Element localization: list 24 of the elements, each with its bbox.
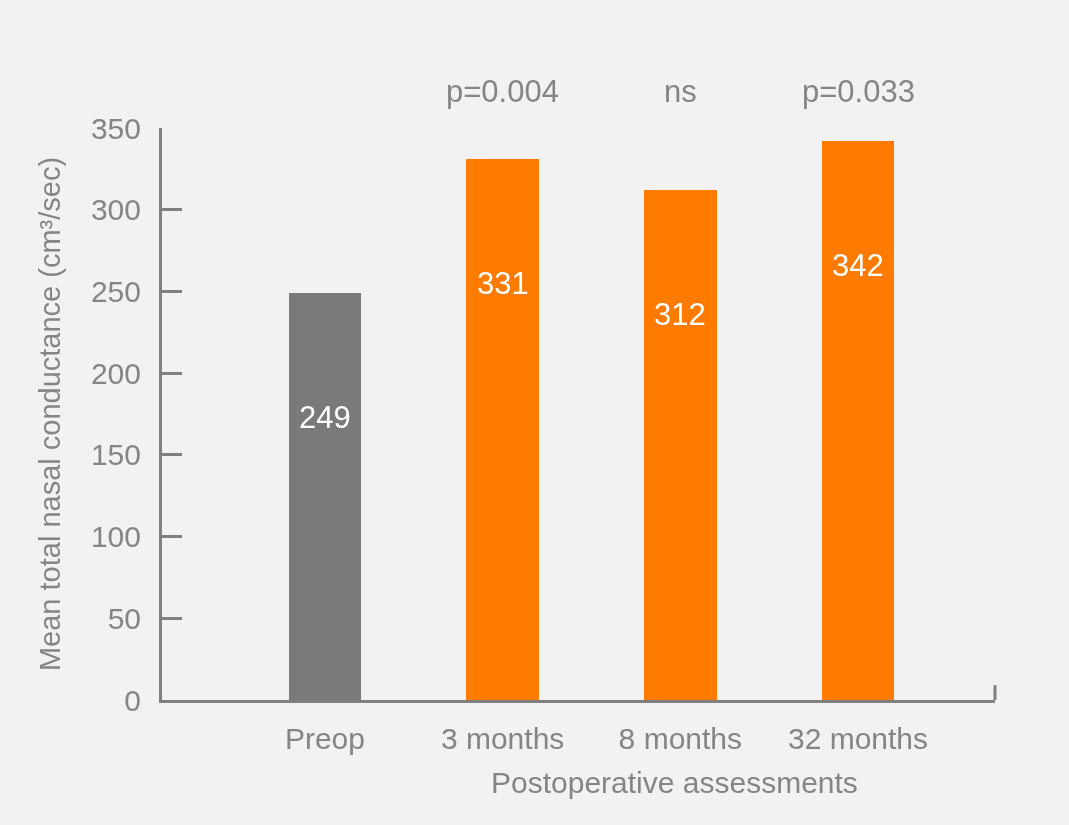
- data-label: 331: [477, 266, 529, 301]
- text: p=0.033: [802, 74, 915, 109]
- data-label: 342: [832, 248, 884, 283]
- x-tick-label: 3 months: [440, 722, 565, 755]
- x-tick-label: 32 months: [787, 722, 929, 755]
- y-tick-label: 200: [90, 356, 141, 390]
- y-tick-label: 150: [90, 438, 141, 472]
- text: ns: [664, 74, 697, 109]
- text: p=0.004: [446, 74, 559, 109]
- bar: [822, 141, 894, 700]
- bar: [644, 190, 717, 700]
- y-tick-label: 0: [124, 683, 141, 717]
- y-tick-label: 350: [90, 111, 141, 145]
- y-tick-label: 300: [90, 193, 141, 227]
- y-tick-label: 100: [90, 520, 141, 554]
- y-axis-title: Mean total nasal conductance (cm³/sec): [34, 156, 67, 672]
- data-label: 249: [299, 400, 351, 435]
- data-label: 312: [654, 297, 706, 332]
- x-tick-label: Preop: [284, 722, 365, 755]
- x-tick-label: 8 months: [618, 722, 743, 755]
- y-tick-label: 50: [107, 601, 141, 635]
- bar: [466, 159, 539, 700]
- x-axis-title: Postoperative assessments: [491, 766, 858, 799]
- y-tick-label: 250: [90, 274, 141, 308]
